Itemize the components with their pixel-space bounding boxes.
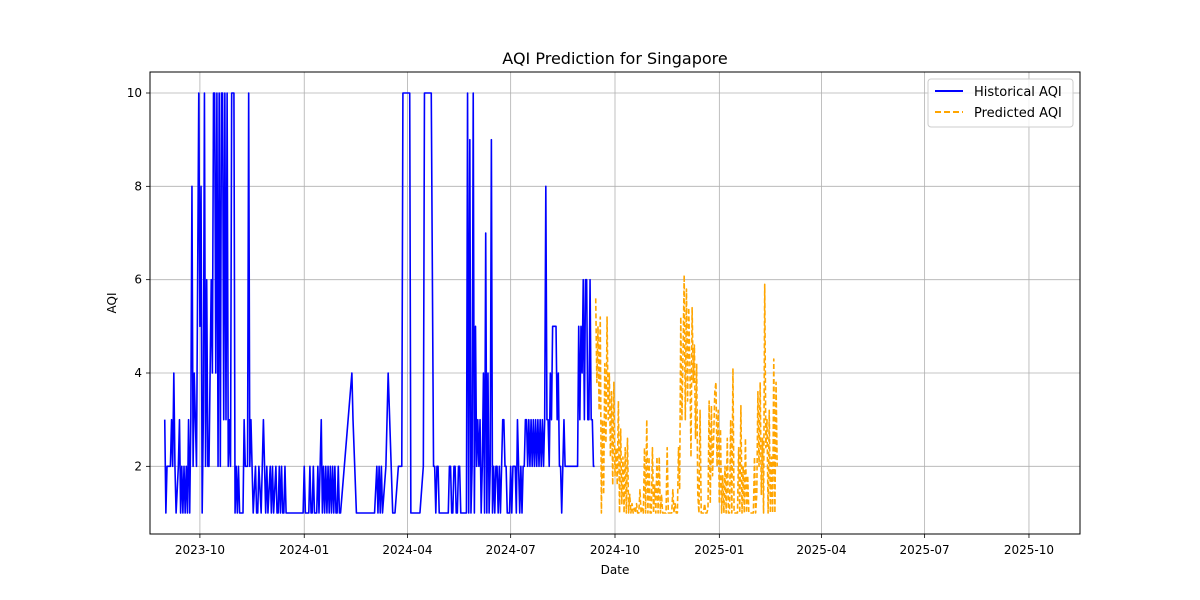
x-tick-label: 2024-01 [279, 543, 329, 557]
x-axis-label: Date [601, 563, 630, 577]
y-tick-label: 10 [127, 86, 142, 100]
legend: Historical AQI Predicted AQI [927, 78, 1074, 128]
y-axis-label: AQI [105, 293, 119, 314]
x-axis: 2023-10 2024-01 2024-04 2024-07 2024-10 2025-… [175, 534, 1054, 557]
x-tick-label: 2025-10 [1004, 543, 1054, 557]
x-tick-label: 2024-10 [590, 543, 640, 557]
x-tick-label: 2023-10 [175, 543, 225, 557]
series-line-predicted [594, 274, 778, 514]
series-line-historical [163, 92, 595, 514]
legend-label-predicted: Predicted AQI [974, 106, 1062, 121]
x-tick-label: 2025-07 [900, 543, 950, 557]
x-tick-label: 2025-04 [796, 543, 846, 557]
series-layer [163, 92, 778, 514]
legend-box [927, 78, 1074, 128]
y-tick-label: 8 [134, 179, 142, 193]
y-tick-label: 6 [134, 273, 142, 287]
y-tick-label: 2 [134, 459, 142, 473]
x-tick-label: 2024-04 [382, 543, 432, 557]
y-tick-label: 4 [134, 366, 142, 380]
x-tick-label: 2024-07 [486, 543, 536, 557]
y-axis: 2 4 6 8 10 [127, 86, 150, 473]
chart-title: AQI Prediction for Singapore [502, 49, 727, 68]
legend-label-historical: Historical AQI [974, 85, 1062, 100]
x-tick-label: 2025-01 [694, 543, 744, 557]
